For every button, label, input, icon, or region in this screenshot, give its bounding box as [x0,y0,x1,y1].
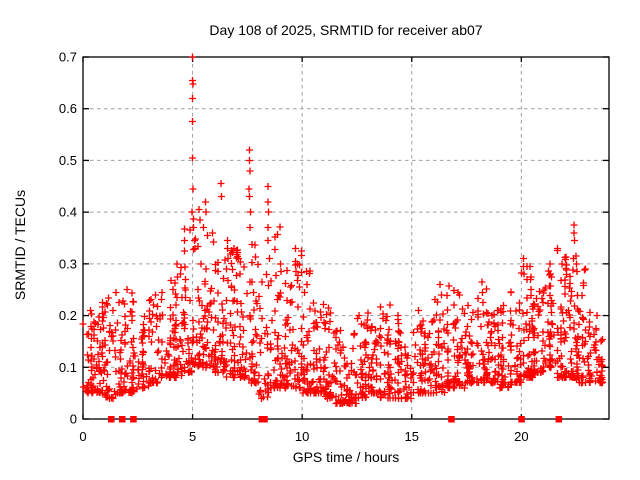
y-tick-label: 0.6 [59,101,77,116]
zero-value-square [108,416,115,423]
y-tick-label: 0 [70,412,77,427]
zero-value-square [119,416,126,423]
x-tick-labels: 0 5 10 15 20 [79,429,528,444]
x-tick-label: 5 [189,429,196,444]
zero-value-square [518,416,525,423]
x-tick-label: 10 [295,429,309,444]
data-points [79,53,606,407]
y-tick-label: 0.5 [59,153,77,168]
y-tick-labels: 0 0.1 0.2 0.3 0.4 0.5 0.6 0.7 [59,50,77,427]
x-axis-label: GPS time / hours [293,449,400,465]
plot-border [82,56,610,420]
y-tick-label: 0.1 [59,360,77,375]
zero-value-square [261,416,268,423]
x-tick-label: 20 [514,429,528,444]
y-tick-label: 0.4 [59,205,77,220]
x-tick-label: 15 [405,429,419,444]
y-tick-label: 0.3 [59,256,77,271]
x-tick-label: 0 [79,429,86,444]
y-tick-label: 0.2 [59,308,77,323]
zero-value-square [448,416,455,423]
y-tick-label: 0.7 [59,50,77,65]
y-axis-label: SRMTID / TECUs [12,190,28,300]
zero-value-square [130,416,137,423]
zero-value-markers [108,416,563,423]
chart-title: Day 108 of 2025, SRMTID for receiver ab0… [209,22,482,38]
zero-value-square [555,416,563,423]
